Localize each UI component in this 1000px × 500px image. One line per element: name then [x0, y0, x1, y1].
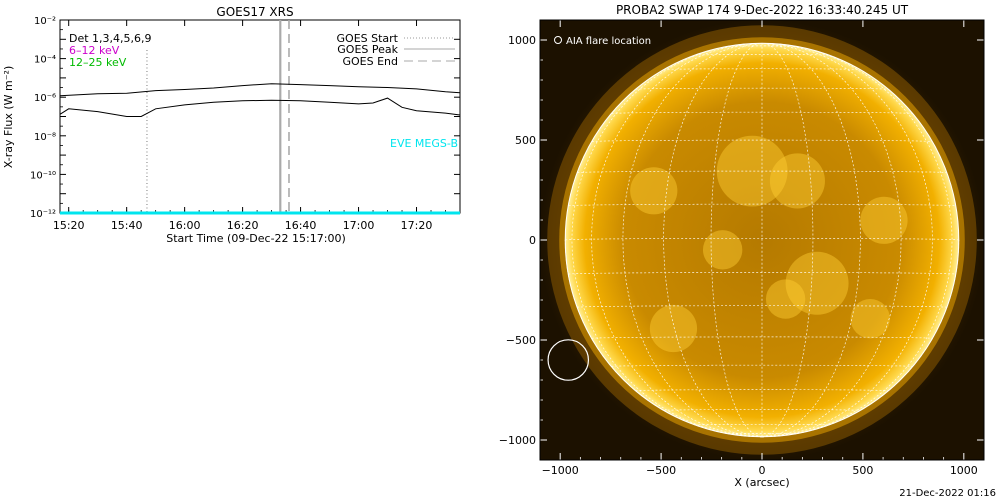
left-x-axis-label: Start Time (09-Dec-22 15:17:00) — [166, 232, 346, 245]
active-regions — [630, 135, 908, 353]
right-x-tick-label: 500 — [852, 464, 873, 477]
latitude-line — [663, 68, 861, 70]
left-x-tick-label: 15:20 — [53, 219, 85, 232]
left-y-tick-label: 10⁻⁶ — [34, 93, 56, 104]
left-x-tick-label: 16:40 — [285, 219, 317, 232]
longitude-line — [761, 43, 902, 438]
active-region — [765, 279, 806, 319]
latitude-line — [635, 87, 889, 90]
legend-goes-end: GOES End — [342, 55, 398, 68]
band-12-25-label: 12–25 keV — [69, 56, 127, 69]
left-y-tick-label: 10⁻¹⁰ — [30, 170, 56, 181]
goes-xrs-chart: GOES17 XRS 15:20 15:40 16:00 16:20 16:40 17:0… — [2, 5, 461, 245]
right-x-tick-label: 1000 — [950, 464, 978, 477]
limb-outline — [564, 42, 960, 438]
legend-goes-start: GOES Start — [337, 32, 399, 45]
right-y-tick-label: 1000 — [508, 34, 536, 47]
left-x-tick-label: 17:20 — [401, 219, 433, 232]
active-region — [769, 153, 825, 209]
footer-timestamp: 21-Dec-2022 01:16 — [899, 488, 996, 499]
flare-legend-icon — [554, 36, 562, 44]
band-6-12-label: 6–12 keV — [69, 44, 120, 57]
flare-legend-label: AIA flare location — [566, 36, 651, 47]
right-x-axis-label: X (arcsec) — [734, 476, 789, 489]
right-x-tick-label: 0 — [759, 464, 766, 477]
active-region — [649, 304, 698, 353]
longitude-line — [761, 43, 861, 438]
left-y-axis-label: X-ray Flux (W m⁻²) — [2, 66, 15, 168]
active-region — [630, 167, 678, 215]
active-region — [860, 196, 908, 244]
swap-image-panel: PROBA2 SWAP 174 9-Dec-2022 16:33:40.245 … — [499, 3, 985, 489]
goes-flux-series-1 — [59, 83, 461, 97]
goes-flux-series-2 — [59, 97, 461, 117]
left-y-ticks: 10⁻¹² 10⁻¹⁰ 10⁻⁸ 10⁻⁶ 10⁻⁴ 10⁻² — [30, 16, 460, 220]
latitude-line — [694, 423, 830, 426]
right-y-tick-label: −500 — [506, 334, 536, 347]
detector-label: Det 1,3,4,5,6,9 — [69, 32, 152, 45]
left-x-tick-label: 16:00 — [169, 219, 201, 232]
flare-location-circle — [547, 339, 590, 381]
right-plot-frame — [539, 19, 985, 461]
active-region — [716, 135, 788, 207]
latitude-line — [663, 409, 861, 411]
left-series — [59, 83, 461, 215]
left-x-tick-label: 17:00 — [343, 219, 375, 232]
left-x-ticks: 15:20 15:40 16:00 16:20 16:40 17:00 17:20 — [53, 20, 461, 232]
right-y-tick-label: 500 — [515, 134, 536, 147]
right-x-tick-label: −1000 — [542, 464, 579, 477]
longitude-line — [710, 43, 763, 438]
right-axis-ticks: −1000 −500 0 500 1000 −1000 −500 0 500 1000 — [499, 20, 984, 477]
right-y-tick-label: 0 — [529, 234, 536, 247]
active-region — [850, 299, 890, 339]
left-y-tick-label: 10⁻² — [34, 16, 56, 27]
left-legend: GOES Start GOES Peak GOES End — [337, 32, 455, 68]
eve-megs-label: EVE MEGS-B — [390, 137, 458, 150]
left-chart-title: GOES17 XRS — [216, 5, 293, 19]
left-x-tick-label: 16:20 — [227, 219, 259, 232]
longitude-line — [761, 43, 933, 438]
left-y-tick-label: 10⁻⁸ — [34, 132, 56, 143]
left-plot-frame — [59, 19, 461, 214]
longitude-line — [622, 43, 763, 438]
active-region — [785, 251, 849, 315]
right-x-tick-label: −500 — [646, 464, 676, 477]
left-y-tick-label: 10⁻⁴ — [34, 55, 56, 66]
longitude-line — [591, 43, 763, 438]
active-region — [702, 230, 743, 270]
right-chart-title: PROBA2 SWAP 174 9-Dec-2022 16:33:40.245 … — [616, 3, 909, 17]
heliographic-grid — [564, 42, 960, 438]
latitude-line — [591, 139, 933, 142]
left-x-tick-label: 15:40 — [111, 219, 143, 232]
longitude-line — [761, 43, 814, 438]
longitude-line — [663, 43, 763, 438]
latitude-line — [694, 54, 830, 56]
latitude-line — [565, 237, 959, 241]
left-event-lines — [146, 20, 290, 213]
latitude-line — [611, 364, 913, 367]
left-y-tick-label: 10⁻¹² — [30, 209, 56, 220]
legend-goes-peak: GOES Peak — [337, 43, 398, 56]
right-y-tick-label: −1000 — [499, 434, 536, 447]
